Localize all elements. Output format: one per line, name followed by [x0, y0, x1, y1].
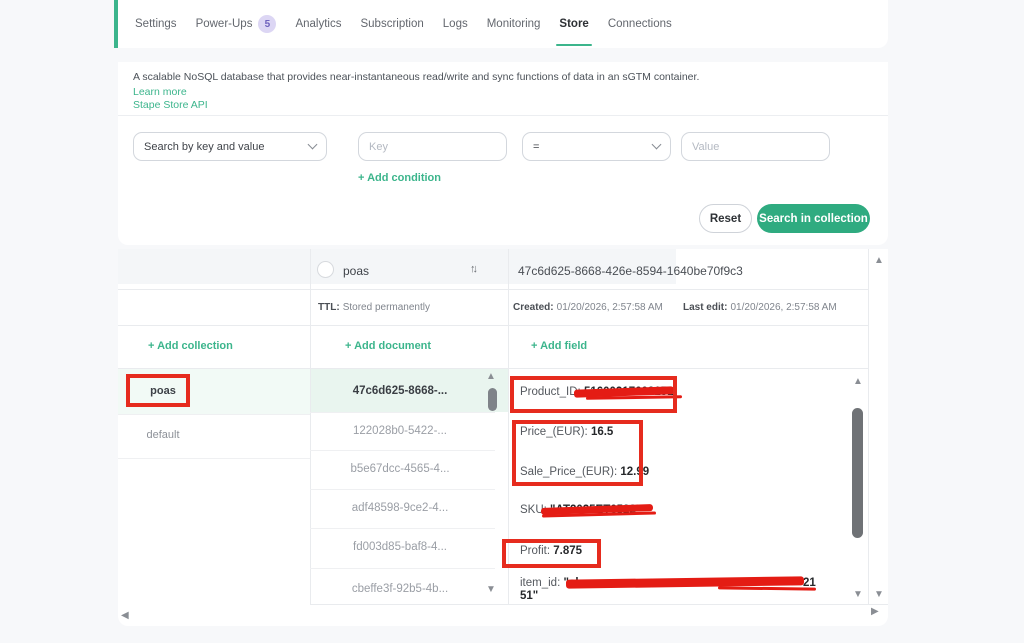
document-row[interactable]: 122028b0-5422-...	[353, 425, 447, 437]
scroll-down-icon[interactable]: ▼	[874, 589, 884, 600]
key-input[interactable]	[358, 132, 507, 161]
divider	[118, 325, 868, 326]
power-ups-count-badge: 5	[258, 15, 277, 33]
collection-row-default[interactable]: default	[146, 429, 180, 441]
fields-scrollbar-thumb[interactable]	[852, 408, 863, 538]
scroll-right-icon[interactable]: ▶	[871, 606, 879, 617]
document-row[interactable]: cbeffe3f-92b5-4b...	[351, 583, 449, 595]
annotation-box-poas	[126, 374, 190, 407]
tab-connections[interactable]: Connections	[607, 18, 672, 30]
divider	[310, 450, 495, 451]
divider	[310, 412, 495, 413]
field-item-id-line2: 51"	[520, 590, 539, 602]
divider	[310, 489, 495, 490]
divider	[868, 249, 869, 604]
divider	[310, 604, 888, 605]
divider	[310, 249, 311, 604]
store-description: A scalable NoSQL database that provides …	[133, 71, 700, 83]
annotation-box-prices	[512, 420, 643, 486]
container-store-table: poas ↑↓ 47c6d625-8668-426e-8594-1640be70…	[118, 249, 888, 626]
field-price: Price_(EUR): 16.5	[520, 426, 614, 438]
annotation-box-product-id	[510, 376, 677, 413]
scroll-up-icon[interactable]: ▲	[874, 255, 884, 266]
ttl-info: TTL: Stored permanently	[318, 302, 430, 313]
tab-power-ups[interactable]: Power-Ups 5	[196, 0, 277, 48]
search-in-collection-button[interactable]: Search in collection	[757, 204, 870, 233]
stape-store-api-link[interactable]: Stape Store API	[133, 99, 208, 111]
divider	[310, 568, 495, 569]
collection-select-radio[interactable]	[317, 261, 334, 278]
document-row[interactable]: fd003d85-baf8-4...	[353, 541, 447, 553]
tab-store[interactable]: Store	[556, 0, 593, 48]
document-meta-row	[118, 249, 676, 284]
add-document-link[interactable]: + Add document	[345, 340, 432, 352]
divider	[118, 414, 310, 415]
divider	[310, 528, 495, 529]
chevron-down-icon	[307, 139, 318, 150]
sort-icon[interactable]: ↑↓	[470, 263, 478, 275]
divider	[118, 458, 310, 459]
learn-more-link[interactable]: Learn more	[133, 86, 187, 98]
divider	[118, 289, 868, 290]
document-row[interactable]: 47c6d625-8668-...	[352, 385, 448, 397]
active-section-accent-bar	[114, 0, 118, 48]
selected-document-row-bg	[310, 369, 508, 412]
document-header-id: 47c6d625-8668-426e-8594-1640be70f9c3	[518, 264, 743, 278]
add-collection-link[interactable]: + Add collection	[148, 340, 233, 352]
collection-row-poas[interactable]: poas	[150, 385, 176, 397]
annotation-box-profit	[502, 539, 601, 568]
document-row[interactable]: adf48598-9ce2-4...	[351, 502, 449, 514]
redaction-mark	[717, 586, 817, 591]
documents-scrollbar-thumb[interactable]	[488, 388, 497, 411]
tab-analytics[interactable]: Analytics	[295, 18, 342, 30]
chevron-down-icon	[651, 139, 662, 150]
add-condition-link[interactable]: + Add condition	[358, 172, 441, 184]
divider	[118, 115, 888, 116]
divider	[508, 249, 509, 604]
search-type-select[interactable]: Search by key and value	[133, 132, 327, 161]
document-row[interactable]: b5e67dcc-4565-4...	[350, 463, 450, 475]
reset-button[interactable]: Reset	[699, 204, 752, 233]
scroll-down-icon[interactable]: ▼	[853, 589, 863, 600]
tab-subscription[interactable]: Subscription	[360, 18, 424, 30]
tab-logs[interactable]: Logs	[442, 18, 468, 30]
scroll-up-icon[interactable]: ▲	[486, 371, 496, 382]
operator-select[interactable]: =	[522, 132, 671, 161]
scroll-up-icon[interactable]: ▲	[853, 376, 863, 387]
divider	[118, 368, 868, 369]
add-field-link[interactable]: + Add field	[531, 340, 588, 352]
tab-monitoring[interactable]: Monitoring	[486, 18, 541, 30]
tab-settings[interactable]: Settings	[135, 18, 177, 30]
value-input[interactable]	[681, 132, 830, 161]
created-info: Created: 01/20/2026, 2:57:58 AM Last edi…	[513, 302, 837, 313]
scroll-down-icon[interactable]: ▼	[486, 584, 496, 595]
scroll-left-icon[interactable]: ◀	[121, 610, 129, 621]
collection-header-name: poas	[343, 264, 370, 278]
container-tabs-bar: Settings Power-Ups 5 Analytics Subscript…	[118, 0, 888, 48]
field-profit: Profit: 7.875	[520, 545, 583, 557]
container-store-panel: A scalable NoSQL database that provides …	[118, 62, 888, 245]
